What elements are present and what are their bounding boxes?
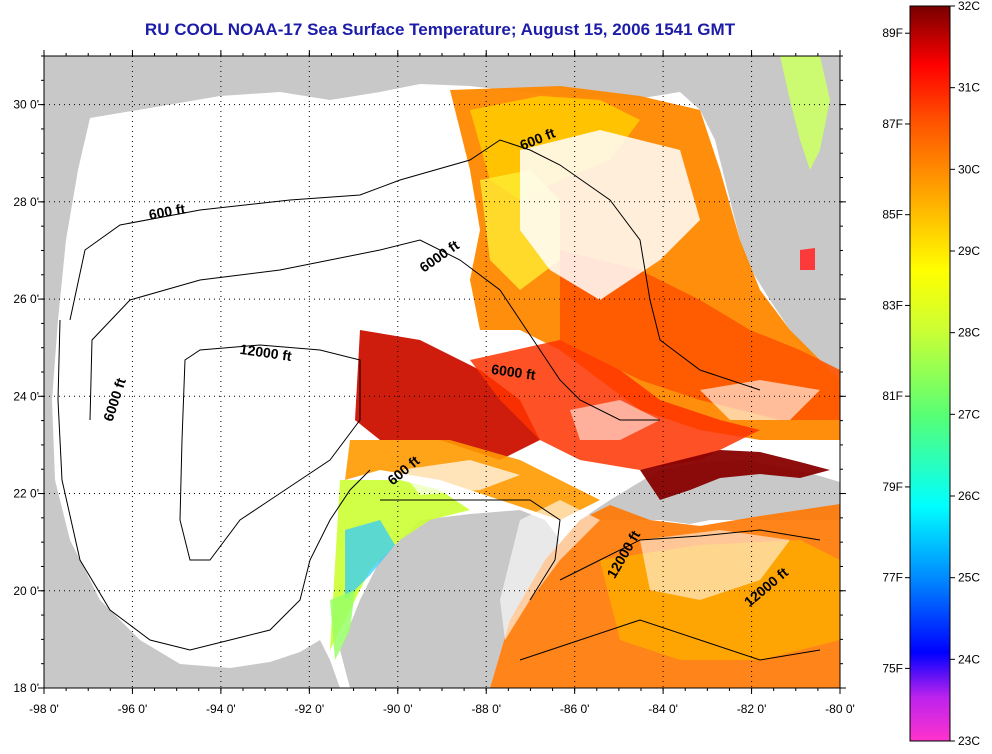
lat-tick-label: 28 0' — [13, 195, 39, 209]
colorbar-labels: 32C 31C 30C 29C 28C 27C 26C 25C 24C 23C 89F 87F 85F 8… — [882, 0, 980, 754]
lon-tick-label: -80 0' — [825, 702, 855, 716]
colorbar-c-label: 32C — [958, 0, 980, 13]
colorbar: 32C 31C 30C 29C 28C 27C 26C 25C 24C 23C 89F 87F 85F 8… — [882, 0, 980, 754]
colorbar-c-label: 29C — [958, 244, 980, 258]
lat-tick-label: 20 0' — [13, 584, 39, 598]
lon-tick-label: -88 0' — [471, 702, 501, 716]
colorbar-c-label: 25C — [958, 571, 980, 585]
lat-tick-label: 26 0' — [13, 292, 39, 306]
colorbar-f-label: 89F — [882, 26, 903, 40]
colorbar-c-label: 26C — [958, 489, 980, 503]
lon-tick-label: -98 0' — [29, 702, 59, 716]
lat-tick-label: 30 0' — [13, 98, 39, 112]
contour-label: 6000 ft — [490, 361, 536, 383]
yucatan-land — [340, 510, 560, 688]
colorbar-f-label: 79F — [882, 480, 903, 494]
lon-tick-label: -86 0' — [560, 702, 590, 716]
lon-tick-label: -94 0' — [206, 702, 236, 716]
bathymetry-contours — [57, 139, 821, 661]
colorbar-c-label: 31C — [958, 81, 980, 95]
contour-12000ft — [179, 344, 361, 561]
colorbar-f-label: 75F — [882, 661, 903, 675]
lon-tick-label: -90 0' — [383, 702, 413, 716]
colorbar-gradient — [909, 5, 951, 742]
contour-label: 12000 ft — [239, 341, 293, 364]
colorbar-f-label: 73F — [882, 752, 903, 754]
contour-label: 600 ft — [148, 200, 187, 222]
contour-600ft-yucatan — [380, 499, 561, 601]
colorbar-f-label: 81F — [882, 389, 903, 403]
lat-tick-label: 24 0' — [13, 389, 39, 403]
florida-land — [700, 56, 840, 360]
graticule — [44, 56, 840, 688]
lon-tick-label: -82 0' — [737, 702, 767, 716]
lon-tick-label: -96 0' — [118, 702, 148, 716]
sst-data — [330, 56, 840, 688]
contour-6000ft — [89, 239, 660, 421]
colorbar-c-label: 30C — [958, 162, 980, 176]
lat-tick-label: 22 0' — [13, 487, 39, 501]
contour-600ft-north — [69, 139, 761, 391]
map-axes: -98 0' -96 0' -94 0' -92 0' -90 0' -88 0' -86 … — [13, 50, 855, 716]
colorbar-c-label: 28C — [958, 326, 980, 340]
map-title: RU COOL NOAA-17 Sea Surface Temperature;… — [144, 20, 736, 39]
lon-tick-label: -92 0' — [295, 702, 325, 716]
contour-caribbean-b — [519, 619, 821, 661]
colorbar-c-label: 27C — [958, 407, 980, 421]
lon-tick-label: -84 0' — [648, 702, 678, 716]
contour-caribbean-a — [559, 529, 821, 581]
colorbar-c-label: 24C — [958, 652, 980, 666]
colorbar-f-label: 83F — [882, 298, 903, 312]
colorbar-f-label: 77F — [882, 571, 903, 585]
colorbar-f-label: 87F — [882, 117, 903, 131]
lat-tick-label: 18 0' — [13, 681, 39, 695]
colorbar-f-label: 85F — [882, 208, 903, 222]
colorbar-c-label: 23C — [958, 734, 980, 748]
